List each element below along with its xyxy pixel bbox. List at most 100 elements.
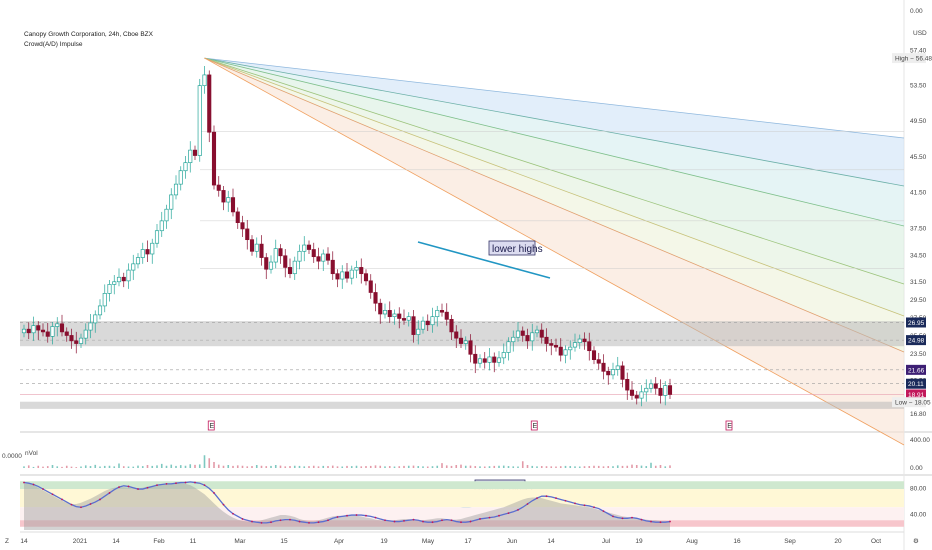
candle-body	[397, 313, 402, 319]
chart-header: Canopy Growth Corporation, 24h, Cboe BZX…	[24, 30, 153, 50]
volume-bar	[251, 466, 253, 468]
volume-bar	[369, 465, 372, 468]
candle-body	[59, 323, 65, 333]
oscillator-dot	[479, 518, 481, 520]
oscillator-band	[20, 489, 904, 508]
time-tick: 19	[380, 538, 388, 545]
candle-body	[530, 332, 535, 342]
volume-bar	[308, 466, 310, 468]
price-badge-label: 24.98	[908, 338, 925, 345]
candlestick-series	[21, 65, 673, 407]
candle-body	[482, 358, 487, 363]
volume-bar	[84, 465, 87, 468]
oscillator-dot	[536, 497, 538, 500]
candle-body	[302, 244, 307, 252]
lower-highs-box	[488, 240, 536, 256]
volume-bar	[113, 466, 116, 468]
volume-bar	[450, 465, 453, 468]
candle-body	[135, 257, 141, 265]
candle-body	[473, 353, 478, 364]
volume-bar	[312, 465, 315, 468]
time-tick: Sep	[784, 538, 796, 545]
candle-body	[131, 263, 136, 271]
oscillator-dot	[156, 484, 158, 487]
oscillator-band	[20, 481, 904, 490]
volume-bar	[303, 466, 306, 468]
oscillator-tick: 40.00	[910, 511, 927, 518]
volume-pane	[23, 455, 671, 468]
volume-bar	[569, 466, 572, 468]
volume-bar	[507, 466, 510, 468]
candle-body	[311, 249, 316, 258]
oscillator-dot	[593, 506, 595, 509]
candle-body	[520, 330, 525, 336]
candle-body	[21, 328, 27, 334]
volume-bar	[464, 465, 467, 468]
oscillator-dot	[526, 503, 529, 505]
volume-bar	[531, 465, 534, 468]
oscillator-dot	[194, 481, 196, 484]
volume-bar	[436, 465, 439, 468]
time-tick: 14	[112, 538, 120, 545]
candle-body	[392, 313, 397, 318]
volume-bar	[512, 466, 515, 468]
candle-body	[387, 310, 392, 318]
candle-body	[534, 329, 540, 334]
candle-body	[606, 370, 611, 376]
volume-bar	[346, 465, 348, 468]
volume-bar	[255, 465, 258, 468]
candle-body	[221, 190, 226, 203]
volume-bar	[99, 466, 101, 468]
oscillator-dot	[640, 518, 643, 521]
candle-body	[259, 243, 264, 258]
candle-body	[173, 183, 179, 196]
candle-body	[31, 325, 36, 334]
candle-body	[316, 256, 321, 262]
candle-body	[515, 330, 521, 338]
settings-gear-icon[interactable]: ⚙	[913, 537, 919, 545]
volume-bar	[127, 466, 130, 468]
oscillator-dot	[70, 503, 73, 506]
candle-body	[292, 260, 297, 275]
volume-bar	[260, 465, 263, 468]
oscillator-dot	[393, 520, 396, 523]
candle-body	[254, 243, 259, 252]
volume-bar	[550, 466, 553, 468]
candle-body	[297, 250, 302, 262]
candle-body	[634, 395, 639, 399]
candle-body	[245, 228, 250, 241]
candle-body	[506, 341, 511, 353]
volume-bar	[274, 465, 277, 468]
candle-body	[420, 320, 426, 330]
candle-body	[511, 336, 516, 343]
volume-left-value: 0.0000	[2, 453, 22, 460]
volume-bar	[42, 466, 44, 468]
top-axis-value: 0.00	[910, 8, 923, 15]
timezone-icon[interactable]: Z	[5, 538, 9, 545]
candle-body	[159, 220, 164, 232]
price-badge	[906, 378, 926, 389]
volume-bar	[669, 465, 671, 468]
candle-body	[449, 318, 454, 333]
volume-bar	[441, 463, 443, 468]
candle-body	[620, 365, 625, 380]
oscillator-dot	[127, 485, 130, 488]
oscillator-dot	[213, 492, 215, 494]
oscillator-dot	[61, 498, 63, 501]
time-tick: Feb	[153, 538, 165, 545]
volume-bar	[175, 465, 177, 468]
oscillator-dot	[545, 495, 548, 498]
candle-body	[363, 273, 369, 282]
oscillator-shade	[24, 483, 670, 530]
candle-body	[430, 316, 435, 326]
oscillator-dot	[165, 482, 168, 485]
candle-body	[226, 197, 231, 203]
volume-tick: 400.00	[910, 437, 930, 444]
volume-bar	[289, 466, 291, 468]
earnings-marker-label: E	[532, 423, 537, 430]
volume-bar	[517, 466, 519, 468]
candle-body	[197, 85, 202, 156]
candle-body	[45, 331, 50, 337]
volume-bar	[170, 464, 173, 468]
